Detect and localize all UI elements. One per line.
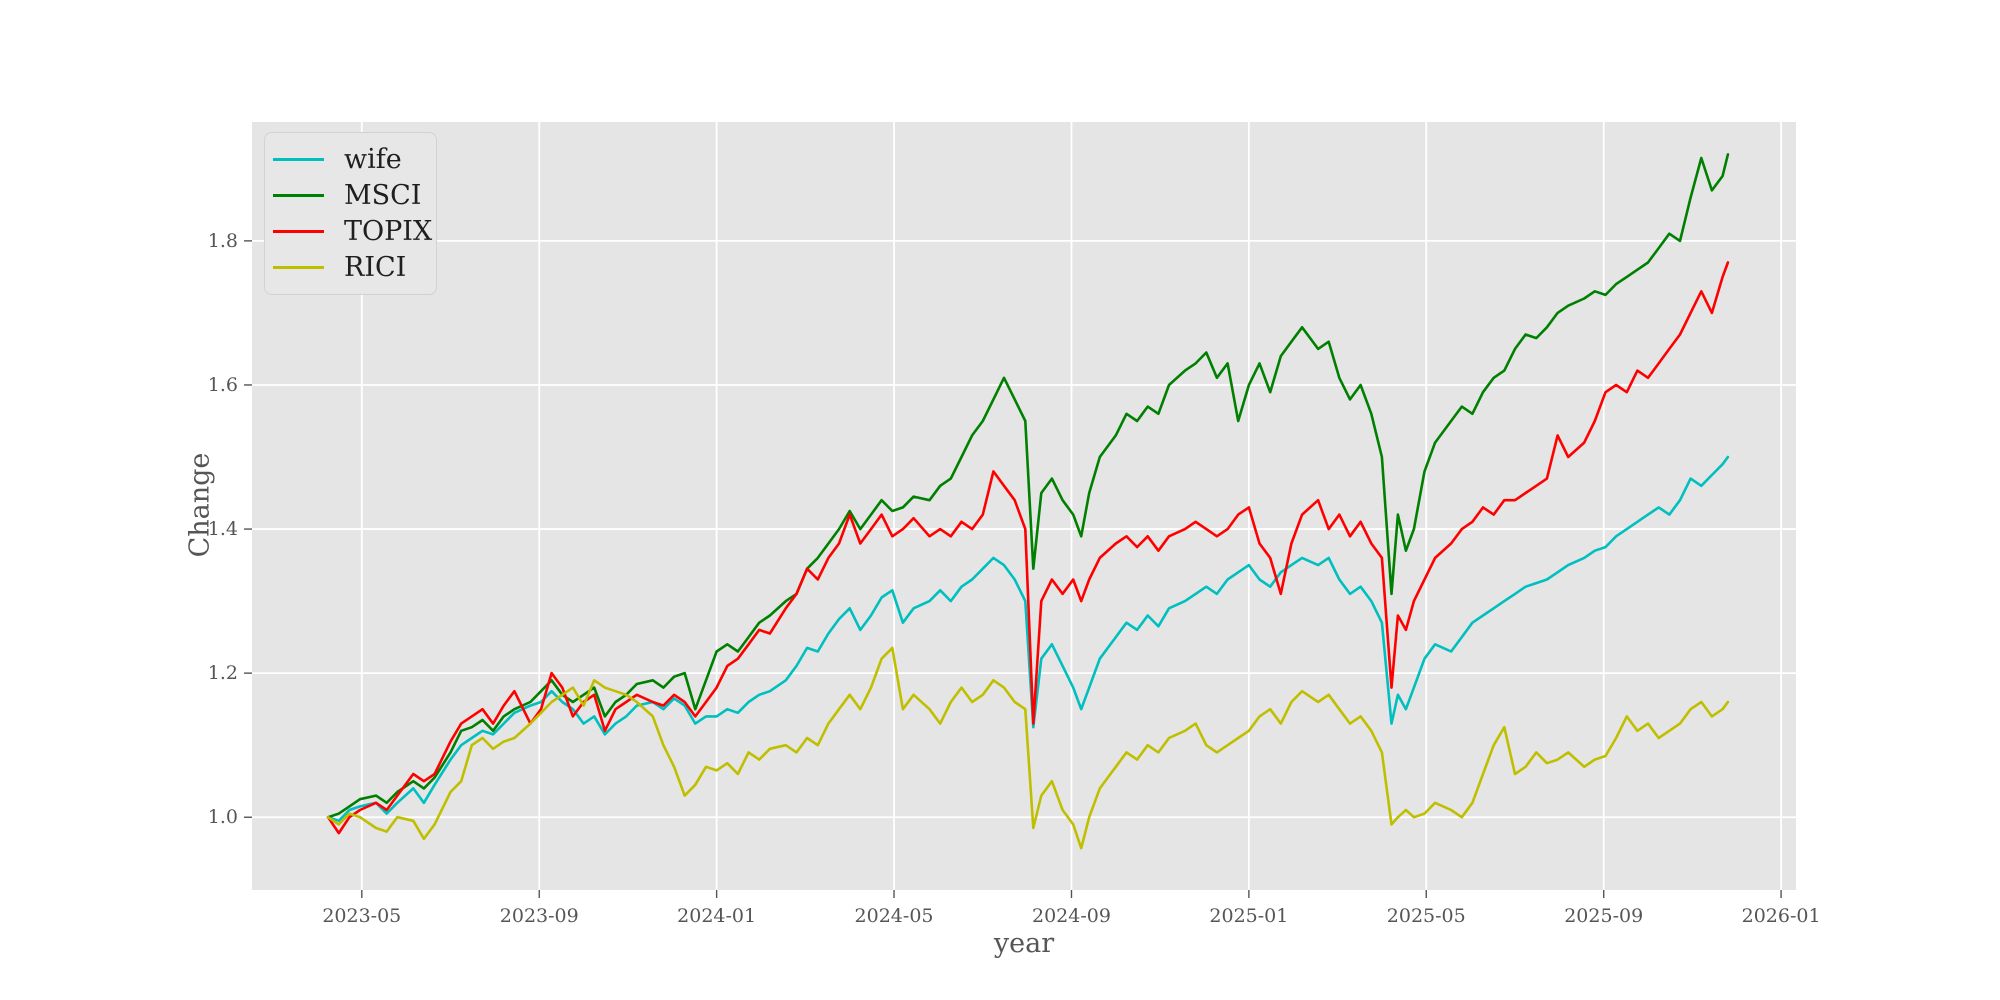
x-tick-label: 2025-01 <box>1209 905 1288 927</box>
x-axis-label: year <box>993 928 1055 959</box>
legend-item-TOPIX: TOPIX <box>273 217 432 246</box>
legend-line-swatch <box>273 266 324 269</box>
y-tick-label: 1.8 <box>208 230 238 252</box>
y-tick-label: 1.0 <box>208 806 238 828</box>
x-tick-label: 2024-09 <box>1032 905 1111 927</box>
x-tick-label: 2024-01 <box>677 905 756 927</box>
legend-item-MSCI: MSCI <box>273 181 422 210</box>
x-tick-label: 2026-01 <box>1742 905 1821 927</box>
series-line-MSCI <box>326 153 1730 819</box>
legend-item-wife: wife <box>273 145 422 174</box>
x-tick-label: 2025-05 <box>1387 905 1466 927</box>
legend-line-swatch <box>273 194 324 197</box>
y-tick-label: 1.2 <box>208 662 238 684</box>
tick-marks <box>244 240 1782 898</box>
legend: wife MSCI TOPIX RICI <box>264 132 437 295</box>
series-line-TOPIX <box>326 261 1730 835</box>
x-tick-label: 2024-05 <box>855 905 934 927</box>
legend-item-RICI: RICI <box>273 253 422 282</box>
x-tick-labels: 2023-05 2023-09 2024-01 2024-05 2024-09 2025-… <box>322 905 1820 927</box>
x-tick-label: 2025-09 <box>1564 905 1643 927</box>
x-gridlines <box>360 122 1782 890</box>
legend-label: RICI <box>344 252 407 283</box>
x-tick-label: 2023-05 <box>322 905 401 927</box>
legend-line-swatch <box>273 230 324 233</box>
y-axis-label: Change <box>184 452 216 558</box>
plot-area <box>252 122 1796 890</box>
legend-label: wife <box>344 144 402 175</box>
y-tick-labels: 1.0 1.2 1.4 1.6 1.8 <box>208 230 238 828</box>
x-tick-label: 2023-09 <box>500 905 579 927</box>
y-tick-label: 1.4 <box>208 518 238 540</box>
legend-line-swatch <box>273 158 324 161</box>
legend-label: TOPIX <box>344 216 433 247</box>
y-tick-label: 1.6 <box>208 374 238 396</box>
legend-label: MSCI <box>344 180 422 211</box>
series-line-wife <box>326 455 1730 823</box>
series-line-RICI <box>326 646 1730 850</box>
